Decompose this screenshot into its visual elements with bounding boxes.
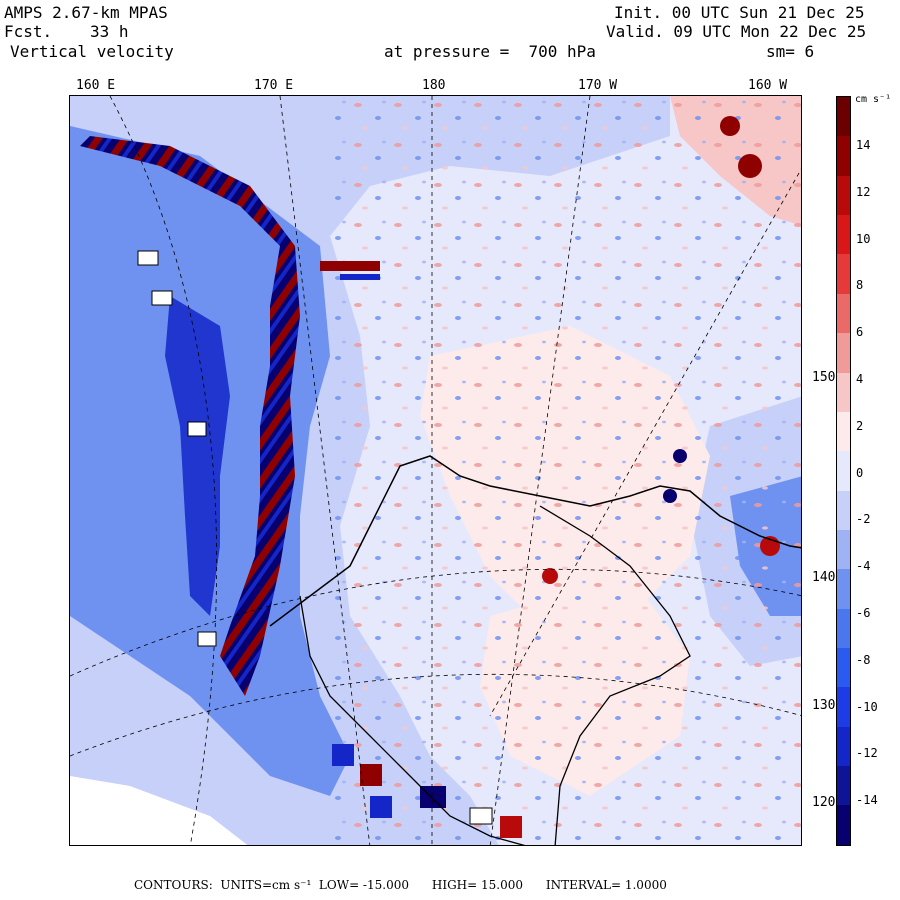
lon-label-170w: 170 W	[578, 78, 618, 93]
colorbar-segment	[837, 175, 850, 216]
lon-label-180: 180	[422, 78, 446, 93]
plateau-boundary	[539, 505, 691, 845]
pressure-level: at pressure = 700 hPa	[384, 42, 596, 61]
colorbar	[836, 96, 851, 846]
colorbar-segment	[837, 254, 850, 294]
colorbar-segment	[837, 648, 850, 688]
lon-label-160w: 160 W	[748, 78, 788, 93]
terrain-mask	[70, 776, 248, 845]
footer-contours: CONTOURS:	[134, 878, 213, 892]
colorbar-segment	[837, 726, 850, 767]
footer-low: LOW= -15.000	[318, 878, 409, 892]
colorbar-tick-label: 8	[856, 278, 864, 293]
colorbar-tick-label: 14	[856, 138, 871, 152]
ascent-cells-east	[542, 116, 780, 584]
valid-time: Valid. 09 UTC Mon 22 Dec 25	[606, 22, 867, 41]
colorbar-segment	[837, 372, 850, 412]
lon-label-170e: 170 E	[254, 78, 294, 93]
colorbar-segment	[837, 215, 850, 255]
colorbar-tick-label: -10	[856, 699, 878, 714]
colorbar-segment	[837, 569, 850, 609]
colorbar-tick-label: -4	[856, 559, 871, 574]
colorbar-segment	[837, 529, 850, 570]
wave-features-south	[332, 744, 522, 838]
colorbar-segment	[837, 490, 850, 530]
vertical-velocity-map	[70, 96, 801, 845]
lon-label-160e: 160 E	[76, 78, 116, 93]
map-panel	[69, 95, 802, 846]
colorbar-segment	[837, 333, 850, 373]
ross-island-waves	[320, 261, 380, 280]
smoothing: sm= 6	[766, 42, 815, 61]
colorbar-segment	[837, 766, 850, 806]
station-boxes	[137, 250, 493, 825]
footer-units: UNITS=cm s⁻¹	[220, 878, 312, 892]
colorbar-segment	[837, 293, 850, 334]
field-name: Vertical velocity	[10, 42, 174, 61]
colorbar-tick-label: 6	[856, 325, 864, 340]
forecast-hours: 33 h	[90, 22, 129, 41]
strong-descent-core	[165, 296, 230, 616]
footer-interval: INTERVAL= 1.0000	[545, 878, 667, 892]
colorbar-tick-label: 2	[856, 418, 864, 433]
colorbar-segment	[837, 608, 850, 649]
colorbar-tick-label: -14	[856, 793, 878, 808]
contour-speckle	[330, 96, 801, 845]
model-title: AMPS 2.67-km MPAS	[4, 3, 168, 22]
colorbar-segment	[837, 97, 850, 137]
forecast-label: Fcst.	[4, 22, 53, 41]
colorbar-segment	[837, 411, 850, 452]
colorbar-segment	[837, 805, 850, 845]
ice-shelf-front	[299, 595, 526, 845]
colorbar-tick-label: -2	[856, 512, 871, 527]
colorbar-tick-label: 12	[856, 184, 871, 199]
colorbar-segment	[837, 136, 850, 176]
contour-footer: CONTOURS: UNITS=cm s⁻¹ LOW= -15.000 HIGH…	[134, 878, 667, 892]
colorbar-tick-label: -12	[856, 746, 878, 761]
graticule	[70, 96, 801, 845]
colorbar-tick-label: 4	[856, 372, 864, 386]
footer-high: HIGH= 15.000	[431, 878, 523, 892]
colorbar-segment	[837, 687, 850, 727]
init-time: Init. 00 UTC Sun 21 Dec 25	[614, 3, 865, 22]
colorbar-tick-label: -8	[856, 652, 871, 667]
colorbar-units: cm s⁻¹	[855, 94, 892, 105]
colorbar-tick-label: 0	[856, 465, 864, 480]
colorbar-tick-label: 10	[856, 231, 871, 246]
colorbar-segment	[837, 451, 850, 491]
colorbar-tick-label: -6	[856, 606, 871, 620]
coastline	[269, 455, 801, 627]
